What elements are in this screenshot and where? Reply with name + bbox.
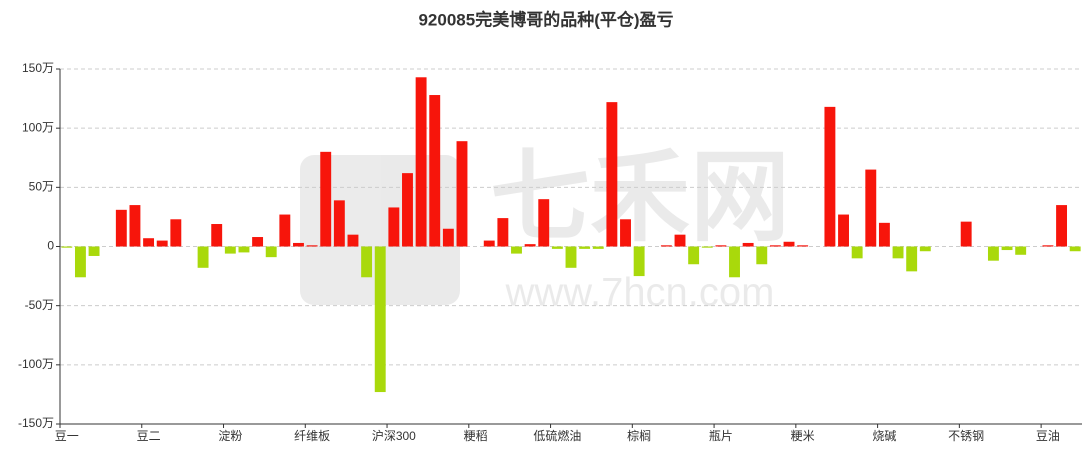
bar bbox=[388, 207, 400, 247]
bar bbox=[170, 219, 182, 247]
bar bbox=[511, 246, 522, 254]
bar bbox=[919, 246, 931, 252]
watermark-url: www.7hcn.com bbox=[505, 271, 775, 315]
bar bbox=[1069, 246, 1081, 252]
bar bbox=[211, 224, 223, 247]
x-tick-label: 棕榈 bbox=[627, 428, 651, 443]
bar bbox=[1001, 246, 1013, 251]
bar bbox=[960, 221, 972, 247]
bar bbox=[551, 246, 563, 249]
bar bbox=[865, 169, 877, 247]
bar bbox=[851, 246, 863, 259]
y-tick-label: 0 bbox=[47, 239, 54, 253]
bar bbox=[402, 173, 413, 247]
bar bbox=[538, 199, 550, 247]
bar bbox=[592, 246, 604, 249]
x-tick-label: 烧碱 bbox=[872, 429, 896, 443]
bar bbox=[129, 205, 141, 247]
bar bbox=[715, 245, 727, 247]
bar bbox=[674, 234, 686, 247]
chart-title: 920085完美博哥的品种(平仓)盈亏 bbox=[418, 9, 673, 29]
bar bbox=[906, 246, 918, 272]
bar bbox=[892, 246, 904, 259]
bar bbox=[688, 246, 700, 265]
bar bbox=[306, 245, 318, 247]
bar bbox=[756, 246, 768, 265]
bar bbox=[456, 141, 468, 247]
bar bbox=[620, 219, 631, 247]
x-tick-label: 纤维板 bbox=[294, 429, 330, 443]
bar bbox=[143, 238, 155, 247]
y-tick-label: 100万 bbox=[22, 120, 54, 134]
bar bbox=[1042, 245, 1054, 247]
bar bbox=[74, 246, 86, 278]
bar bbox=[61, 246, 73, 248]
bar bbox=[320, 151, 332, 247]
x-tick-label: 豆一 bbox=[55, 429, 79, 443]
bar bbox=[333, 200, 345, 247]
bar bbox=[565, 246, 577, 268]
x-tick-label: 淀粉 bbox=[218, 429, 242, 443]
bar bbox=[1056, 205, 1068, 247]
bar bbox=[783, 241, 795, 247]
bar bbox=[633, 246, 645, 277]
bar bbox=[88, 246, 100, 256]
bar bbox=[797, 245, 809, 247]
bar bbox=[442, 228, 454, 247]
bar bbox=[579, 246, 591, 249]
bar bbox=[742, 242, 754, 247]
watermark-text: 七禾网 bbox=[490, 141, 790, 253]
bar bbox=[878, 222, 890, 247]
bar bbox=[156, 240, 168, 247]
bar bbox=[347, 234, 359, 247]
bar bbox=[115, 209, 127, 247]
x-tick-label: 不锈钢 bbox=[948, 429, 984, 443]
bar bbox=[606, 102, 618, 247]
bar bbox=[429, 95, 441, 247]
x-tick-label: 粳稻 bbox=[464, 429, 488, 443]
x-tick-label: 沪深300 bbox=[372, 429, 416, 443]
bar bbox=[524, 244, 536, 247]
bar bbox=[293, 242, 304, 247]
bar bbox=[197, 246, 209, 268]
x-tick-label: 豆二 bbox=[137, 429, 161, 443]
bar bbox=[824, 106, 836, 247]
bar bbox=[838, 214, 849, 247]
y-tick-label: 150万 bbox=[22, 61, 54, 75]
bar bbox=[374, 246, 386, 393]
x-tick-label: 豆油 bbox=[1036, 429, 1060, 443]
y-tick-label: -50万 bbox=[25, 298, 54, 312]
bar bbox=[987, 246, 999, 261]
bar bbox=[483, 240, 495, 247]
bar bbox=[224, 246, 236, 254]
y-tick-label: -100万 bbox=[18, 357, 54, 371]
bar bbox=[279, 214, 291, 247]
y-tick-label: -150万 bbox=[18, 416, 54, 430]
x-tick-label: 低硫燃油 bbox=[533, 428, 581, 443]
bar bbox=[769, 245, 781, 247]
bar bbox=[238, 246, 250, 253]
bar bbox=[660, 245, 672, 247]
bar bbox=[361, 246, 373, 278]
bar bbox=[415, 77, 427, 247]
bar bbox=[497, 218, 509, 247]
bar bbox=[1015, 246, 1027, 255]
bar bbox=[252, 237, 264, 247]
bar bbox=[729, 246, 740, 278]
bar bbox=[265, 246, 277, 258]
x-tick-label: 粳米 bbox=[791, 429, 815, 443]
y-tick-label: 50万 bbox=[29, 180, 54, 194]
x-tick-label: 瓶片 bbox=[709, 429, 733, 443]
bar bbox=[701, 246, 713, 248]
